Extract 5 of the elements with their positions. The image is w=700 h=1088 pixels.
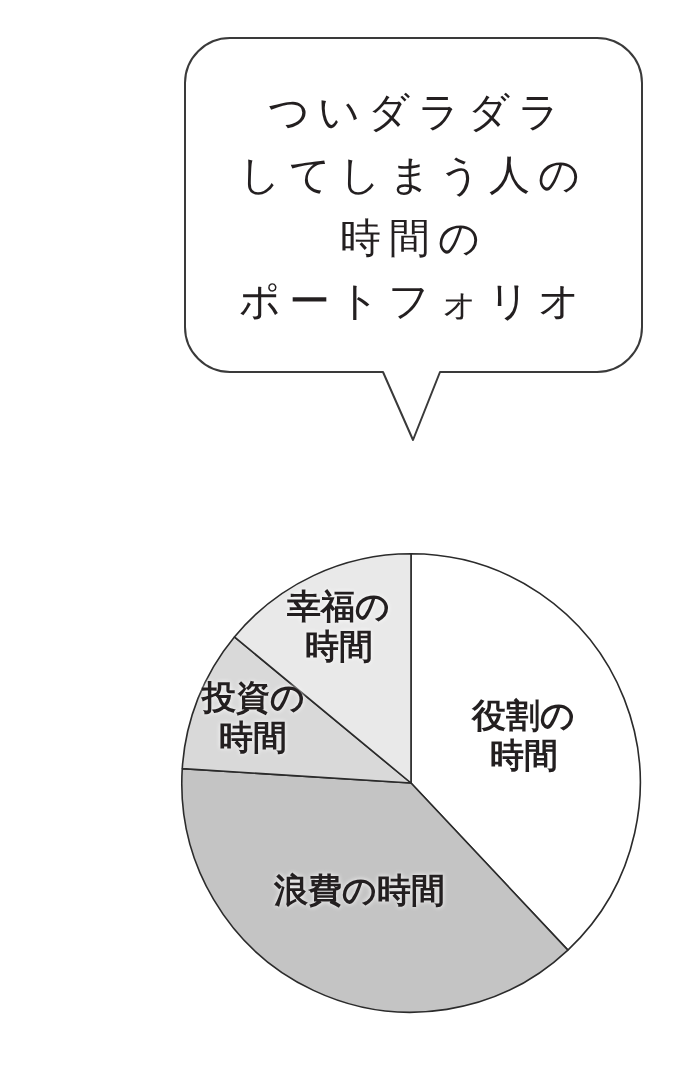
slice-label: 役割の時間 (471, 695, 576, 776)
slice-label: 投資の時間 (199, 677, 305, 758)
slice-label: 幸福の時間 (286, 586, 391, 667)
chart-title: ついダラダラしてしまう人の時間のポートフォリオ (238, 87, 589, 327)
slice-label: 浪費の時間 (272, 869, 445, 910)
